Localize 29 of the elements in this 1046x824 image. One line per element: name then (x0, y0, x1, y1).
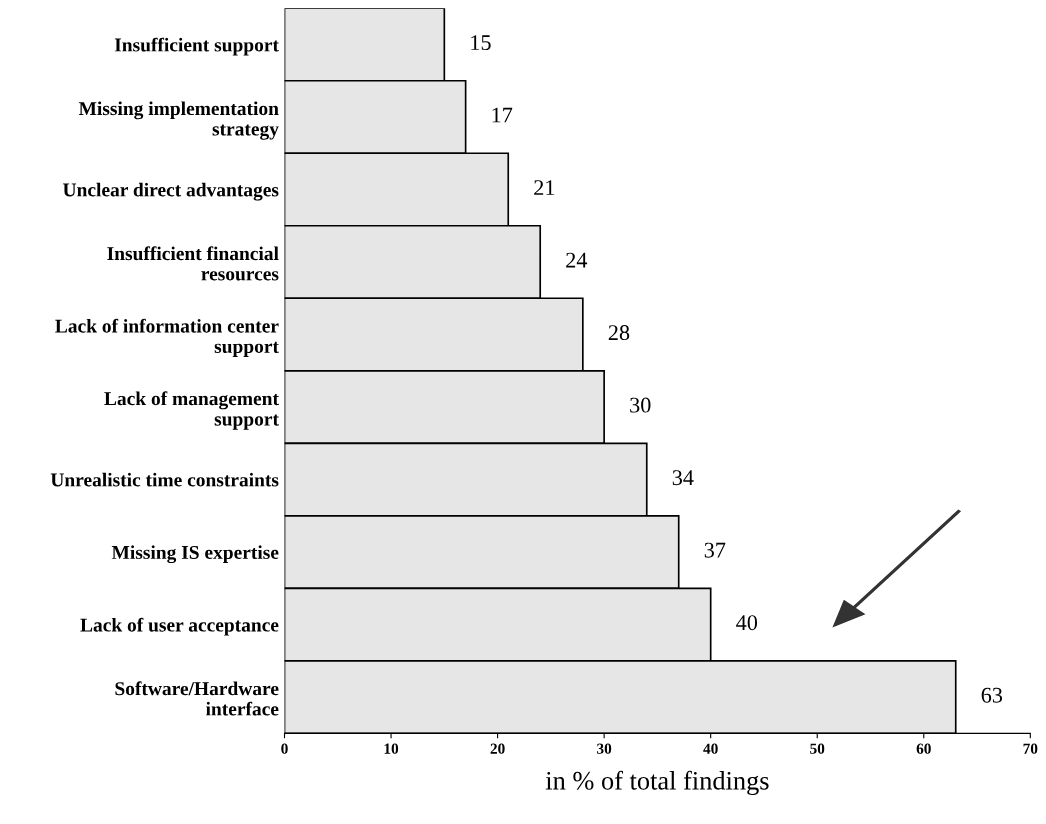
data-label: 34 (672, 470, 694, 486)
x-tick-label: 20 (490, 743, 505, 754)
y-tick-label: Lack of management support (104, 391, 279, 430)
x-tick-label: 10 (384, 743, 399, 754)
x-axis-title: in % of total findings (545, 770, 769, 796)
y-tick-label: Unrealistic time constraints (50, 472, 279, 487)
y-tick-label: Lack of user acceptance (80, 617, 279, 636)
data-label: 40 (736, 615, 758, 631)
data-label: 21 (534, 180, 555, 195)
y-tick-label: Insufficient support (114, 37, 279, 56)
x-tick-label: 0 (281, 743, 288, 754)
data-label: 28 (608, 325, 630, 341)
data-label: 30 (630, 397, 651, 413)
y-tick-label: Software/Hardware interface (115, 681, 279, 716)
x-tick-label: 30 (597, 743, 612, 754)
x-tick-label: 60 (916, 743, 931, 754)
x-tick-label: 40 (703, 743, 718, 754)
data-label: 37 (704, 542, 726, 558)
y-tick-label: Lack of information center support (55, 318, 279, 357)
y-tick-label: Unclear direct advantages (63, 182, 279, 201)
data-label: 24 (566, 252, 588, 268)
x-tick-label: 50 (810, 743, 825, 754)
data-label: 15 (471, 35, 491, 51)
y-tick-label: Missing IS expertise (111, 545, 279, 564)
y-tick-label: Insufficient financial resources (107, 246, 279, 281)
data-label: 63 (981, 687, 1003, 703)
y-tick-label: Missing implementation strategy (78, 101, 279, 140)
x-tick-label: 70 (1023, 743, 1038, 754)
data-label: 17 (492, 107, 513, 123)
